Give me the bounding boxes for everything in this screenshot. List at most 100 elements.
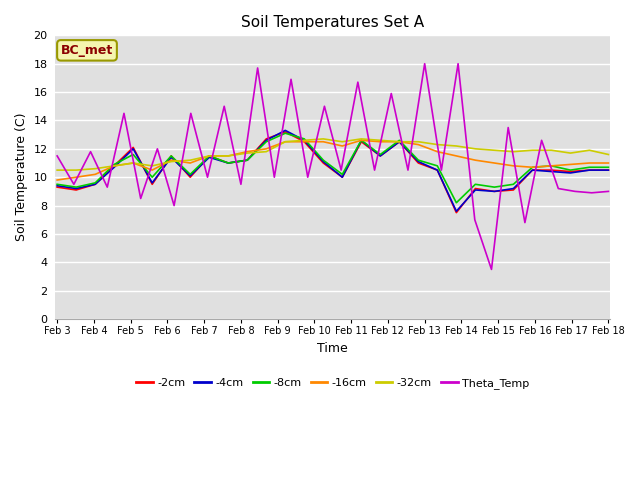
-16cm (529, 164, 536, 170)
-8cm (566, 167, 574, 173)
Line: -8cm: -8cm (57, 133, 609, 203)
Theta_Temp (271, 174, 278, 180)
-16cm (566, 162, 574, 168)
-4cm (168, 155, 175, 160)
-8cm (110, 162, 118, 168)
-4cm (433, 167, 441, 173)
-16cm (490, 160, 498, 166)
-8cm (358, 137, 365, 143)
-2cm (148, 181, 156, 187)
-16cm (92, 171, 99, 177)
Theta_Temp (471, 217, 479, 223)
Theta_Temp (287, 76, 295, 82)
Theta_Temp (588, 190, 596, 196)
-8cm (148, 174, 156, 180)
Theta_Temp (488, 266, 495, 272)
-2cm (243, 157, 251, 163)
-8cm (300, 136, 308, 142)
-16cm (452, 153, 460, 159)
-32cm (339, 139, 346, 144)
-2cm (358, 139, 365, 144)
Text: BC_met: BC_met (61, 44, 113, 57)
-4cm (205, 155, 213, 160)
Theta_Temp (53, 153, 61, 159)
-32cm (433, 142, 441, 147)
-32cm (148, 163, 156, 169)
Theta_Temp (404, 167, 412, 173)
-16cm (586, 160, 593, 166)
-2cm (129, 144, 137, 150)
-32cm (319, 136, 327, 142)
-16cm (72, 174, 80, 180)
-8cm (53, 181, 61, 187)
Line: -4cm: -4cm (57, 131, 609, 211)
Line: -32cm: -32cm (57, 139, 609, 170)
-16cm (605, 160, 612, 166)
-8cm (490, 184, 498, 190)
Theta_Temp (554, 186, 562, 192)
-16cm (376, 139, 384, 144)
Theta_Temp (204, 174, 211, 180)
-16cm (243, 149, 251, 155)
-8cm (548, 163, 556, 169)
-8cm (586, 164, 593, 170)
Legend: -2cm, -4cm, -8cm, -16cm, -32cm, Theta_Temp: -2cm, -4cm, -8cm, -16cm, -32cm, Theta_Te… (132, 373, 534, 393)
Theta_Temp (504, 125, 512, 131)
-8cm (225, 160, 232, 166)
Line: Theta_Temp: Theta_Temp (57, 64, 609, 269)
-32cm (225, 153, 232, 159)
-2cm (509, 187, 517, 193)
-4cm (452, 208, 460, 214)
-32cm (300, 137, 308, 143)
-4cm (148, 180, 156, 186)
-4cm (358, 137, 365, 143)
-16cm (396, 139, 403, 144)
-16cm (358, 137, 365, 143)
Theta_Temp (605, 189, 612, 194)
Theta_Temp (421, 61, 429, 67)
-2cm (53, 184, 61, 190)
-4cm (92, 181, 99, 187)
-8cm (205, 153, 213, 159)
-2cm (548, 167, 556, 173)
Theta_Temp (220, 103, 228, 109)
-32cm (586, 147, 593, 153)
-2cm (262, 136, 270, 142)
Theta_Temp (70, 181, 77, 187)
-2cm (225, 160, 232, 166)
-16cm (300, 139, 308, 144)
-16cm (225, 153, 232, 159)
-4cm (282, 128, 289, 133)
-8cm (186, 171, 194, 177)
-2cm (586, 167, 593, 173)
-32cm (282, 139, 289, 144)
Theta_Temp (354, 79, 362, 85)
-4cm (548, 168, 556, 174)
Theta_Temp (237, 181, 244, 187)
-8cm (319, 157, 327, 163)
-8cm (509, 181, 517, 187)
-32cm (548, 147, 556, 153)
-2cm (205, 153, 213, 159)
-4cm (225, 160, 232, 166)
-4cm (376, 153, 384, 159)
-32cm (415, 139, 422, 144)
-2cm (605, 167, 612, 173)
-4cm (300, 137, 308, 143)
-16cm (433, 149, 441, 155)
Theta_Temp (571, 189, 579, 194)
-16cm (186, 160, 194, 166)
-8cm (282, 131, 289, 136)
-8cm (452, 200, 460, 205)
-4cm (396, 139, 403, 144)
Theta_Temp (371, 167, 378, 173)
-2cm (92, 181, 99, 187)
-32cm (396, 139, 403, 144)
-32cm (110, 163, 118, 169)
-8cm (243, 157, 251, 163)
-32cm (529, 147, 536, 153)
-4cm (262, 137, 270, 143)
Title: Soil Temperatures Set A: Soil Temperatures Set A (241, 15, 424, 30)
-8cm (376, 152, 384, 157)
-2cm (490, 189, 498, 194)
